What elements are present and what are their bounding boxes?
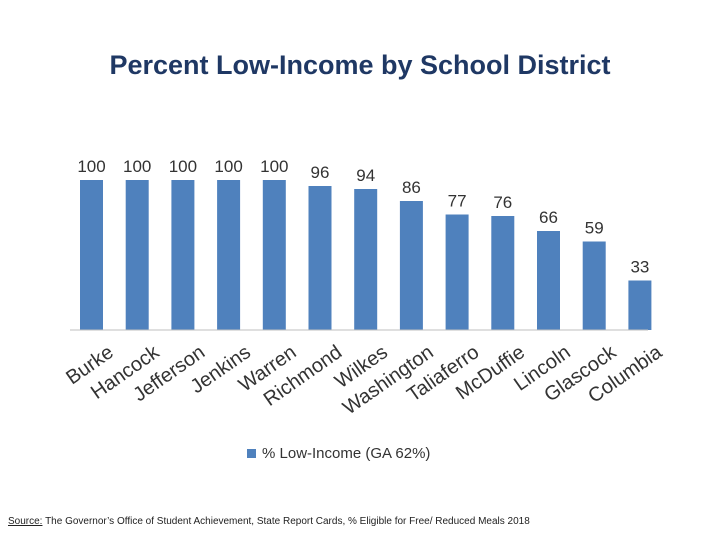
bar-washington (399, 201, 423, 330)
data-label-hancock: 100 (123, 157, 151, 176)
bar-wilkes (354, 189, 378, 330)
source-text: The Governor’s Office of Student Achieve… (42, 516, 530, 527)
source-prefix: Source: (8, 516, 43, 527)
bar-warren (262, 180, 286, 330)
data-label-mcduffie: 76 (493, 193, 512, 212)
bar-jefferson (171, 180, 195, 330)
data-label-washington: 86 (402, 178, 421, 197)
bar-mcduffie (491, 216, 515, 330)
bar-lincoln (537, 231, 560, 330)
source-note: Source: The Governor’s Office of Student… (8, 516, 530, 527)
bar-taliaferro (445, 214, 469, 330)
bar-burke (80, 180, 103, 330)
data-label-columbia: 33 (630, 258, 649, 277)
chart-title: Percent Low-Income by School District (109, 50, 611, 80)
data-label-lincoln: 66 (539, 208, 558, 227)
data-labels-group: 100 100 100 100 100 96 94 86 77 76 66 59 33 (77, 157, 649, 277)
data-label-jenkins: 100 (214, 157, 242, 176)
category-labels-group: BurkeHancockJeffersonJenkinsWarrenRichmo… (62, 341, 667, 420)
legend: % Low-Income (GA 62%) (247, 445, 430, 462)
data-label-burke: 100 (77, 157, 105, 176)
data-label-taliaferro: 77 (448, 192, 467, 211)
bar-columbia (628, 280, 652, 330)
data-label-glascock: 59 (585, 219, 604, 238)
legend-swatch (247, 449, 256, 458)
data-label-wilkes: 94 (356, 166, 375, 185)
data-label-richmond: 96 (311, 163, 330, 182)
data-label-jefferson: 100 (169, 157, 197, 176)
bar-jenkins (217, 180, 241, 330)
bar-glascock (582, 241, 606, 330)
bars-group (80, 180, 652, 330)
legend-label: % Low-Income (GA 62%) (262, 445, 431, 462)
bar-hancock (125, 180, 149, 330)
data-label-warren: 100 (260, 157, 288, 176)
bar-richmond (308, 186, 332, 330)
